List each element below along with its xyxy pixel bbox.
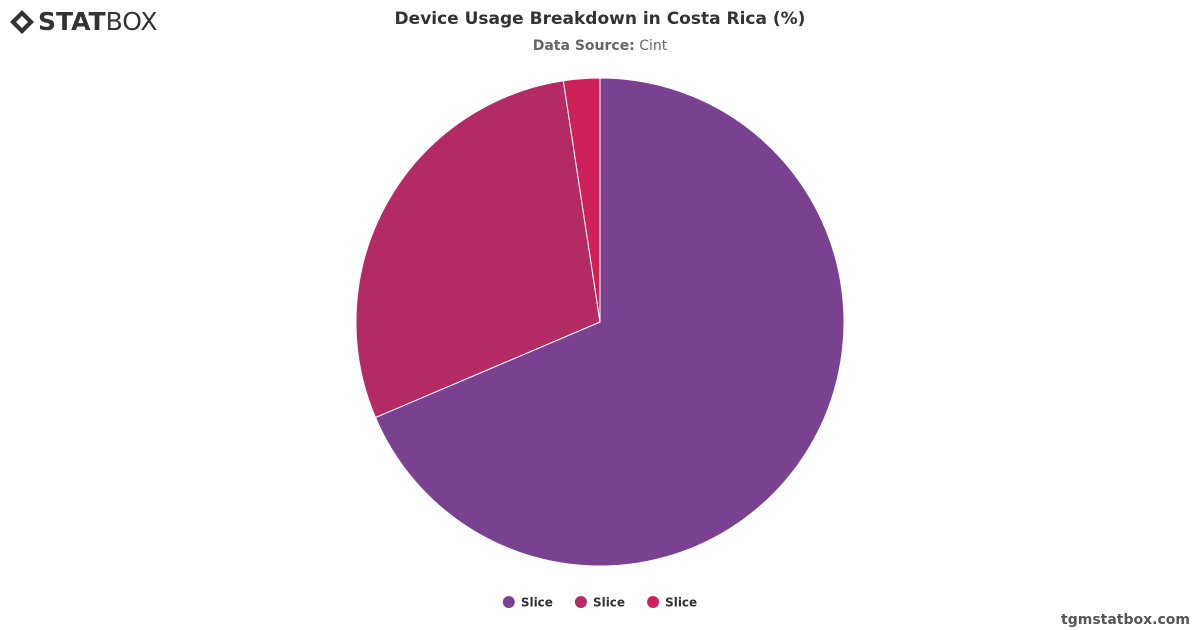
legend-marker — [647, 596, 660, 608]
pie-slice — [562, 77, 601, 323]
logo: STATBOX — [10, 7, 158, 36]
pie-slice — [374, 77, 845, 567]
subtitle-label: Data Source: — [533, 38, 635, 54]
legend-label: Slice — [665, 596, 697, 610]
logo-light-text: BOX — [106, 7, 158, 36]
chart-subtitle: Data Source: Cint — [533, 38, 668, 54]
legend-label: Slice — [593, 596, 625, 610]
legend-marker — [502, 596, 515, 608]
legend-item: Slice — [502, 596, 553, 610]
legend-item: Slice — [647, 596, 697, 610]
legend-marker — [574, 596, 587, 608]
watermark: tgmstatbox.com — [1061, 612, 1190, 628]
logo-icon — [10, 10, 34, 34]
pie-slice — [355, 80, 601, 419]
legend: Slice Slice Slice — [502, 596, 697, 610]
logo-bold: STATBOX — [38, 7, 158, 36]
logo-bold-text: STAT — [38, 7, 106, 36]
subtitle-source: Cint — [639, 38, 668, 54]
chart-title: Device Usage Breakdown in Costa Rica (%) — [395, 9, 806, 29]
legend-label: Slice — [521, 596, 553, 610]
legend-item: Slice — [574, 596, 625, 610]
pie — [355, 77, 845, 567]
